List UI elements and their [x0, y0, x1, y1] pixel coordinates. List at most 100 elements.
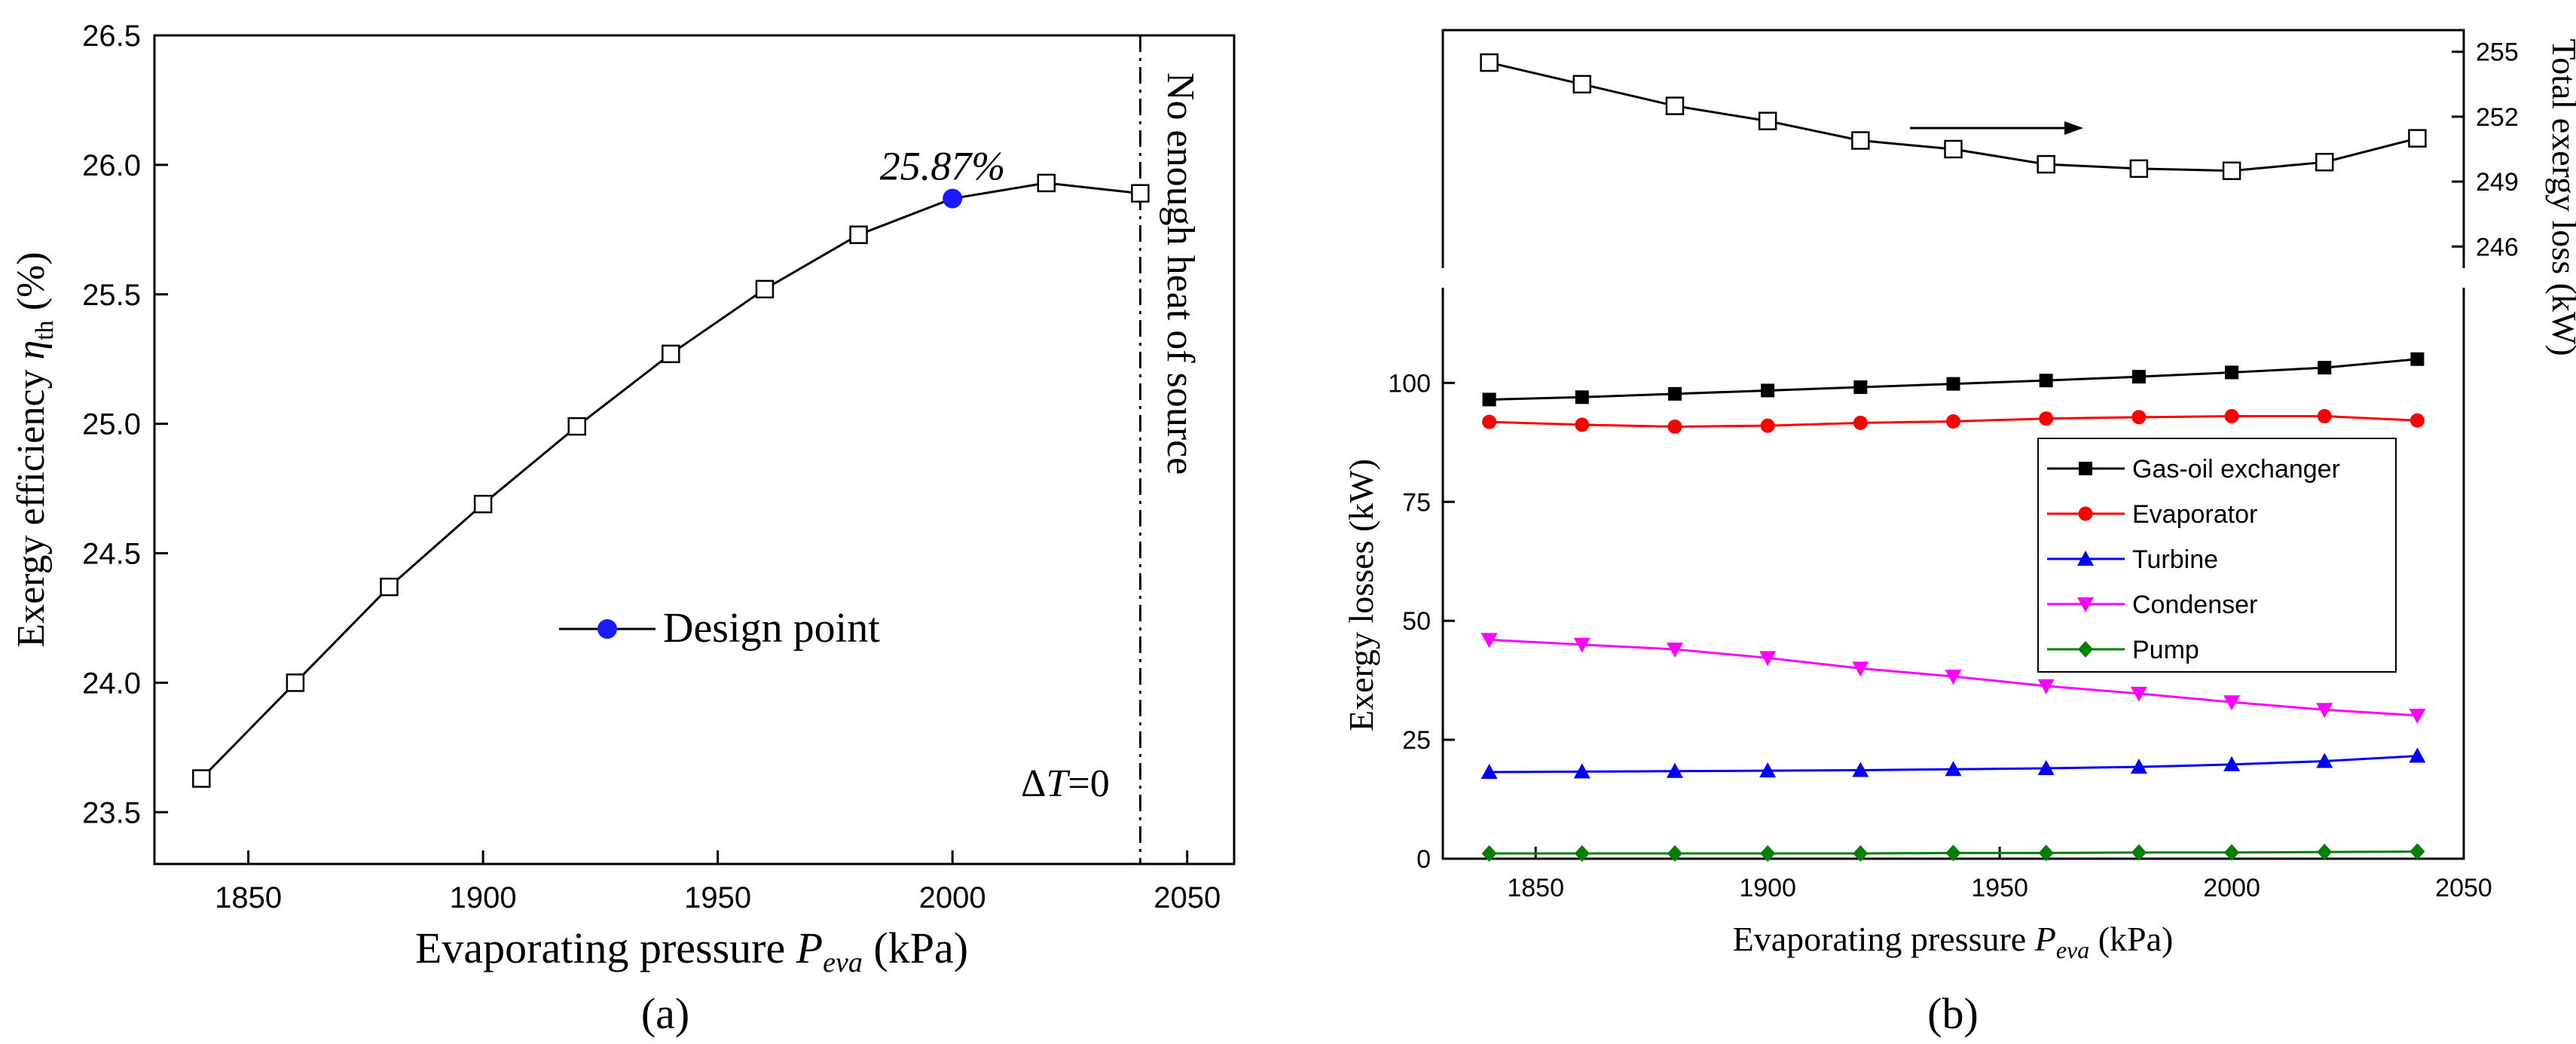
y-tick-label: 24.5 [82, 538, 141, 571]
legend-label: Gas-oil exchanger [2132, 455, 2340, 484]
series-marker [1946, 377, 1960, 391]
y-tick-label: 23.5 [82, 796, 141, 829]
series-marker [1573, 637, 1591, 653]
series-marker [2039, 374, 2053, 388]
series-marker [2317, 844, 2333, 861]
series-marker [2130, 686, 2147, 702]
y-tick-label: 0 [1416, 845, 1431, 874]
panel-a-legend: Design point [559, 605, 880, 652]
panel-a-y-ticks: 23.5 24.0 24.5 25.0 25.5 26.0 26.5 [82, 20, 168, 829]
total-marker [2129, 159, 2149, 179]
data-point-marker [473, 494, 493, 514]
series-marker [1481, 845, 1497, 862]
panel-a-plot-frame [153, 34, 1236, 865]
series-marker [2409, 708, 2426, 724]
x-label-unit: (kPa) [2089, 920, 2173, 958]
series-marker [2037, 759, 2055, 775]
no-enough-heat-annotation: No enough heat of source [1159, 72, 1202, 475]
series-marker [2131, 844, 2147, 861]
design-point-label: 25.87% [880, 144, 1005, 189]
panel-b-left-y-ticks: 0 25 50 75 100 [1388, 369, 1455, 874]
data-point-marker [192, 769, 211, 788]
series-marker [2316, 752, 2333, 768]
series-marker [2409, 747, 2426, 763]
x-tick-label: 2050 [2435, 874, 2492, 902]
series-marker [1666, 762, 1683, 778]
total-marker [1665, 96, 1685, 115]
series-marker [1666, 643, 1683, 658]
x-label-variable: P [796, 923, 823, 972]
legend-label: Condenser [2132, 591, 2257, 619]
y-label-unit: (%) [10, 252, 53, 320]
legend-label: Turbine [2132, 545, 2218, 574]
series-marker [1759, 651, 1777, 667]
x-tick-label: 2050 [1154, 881, 1221, 914]
exergy-efficiency-line [200, 182, 1141, 780]
panel-b-x-axis-label: Evaporating pressure Peva (kPa) [1733, 920, 2174, 963]
x-label-text: Evaporating pressure [415, 923, 796, 972]
right-axis-arrow [1910, 121, 2083, 135]
total-marker [1572, 75, 1592, 94]
total-exergy-loss-markers [1480, 53, 2427, 180]
series-marker [1852, 661, 1869, 677]
data-point-marker [567, 417, 586, 436]
x-tick-label: 1900 [450, 881, 517, 914]
total-marker [1758, 111, 1777, 130]
total-marker [1851, 131, 1870, 150]
data-point-marker [849, 225, 868, 244]
series-marker [2131, 410, 2147, 425]
series-marker [1667, 845, 1682, 862]
series-marker [1853, 380, 1868, 395]
x-label-variable: P [2034, 920, 2056, 958]
series-marker [2410, 352, 2425, 366]
series-marker [1760, 418, 1775, 433]
legend-marker [2079, 462, 2092, 475]
data-point-marker [380, 577, 399, 597]
legend-label: Pump [2132, 636, 2199, 664]
series-marker [1482, 392, 1496, 407]
x-label-subscript: eva [2056, 936, 2089, 963]
total-marker [2408, 129, 2427, 148]
panel-b-legend: Gas-oil exchanger Evaporator Turbine Conden… [2037, 438, 2397, 673]
panel-a-caption: (a) [641, 989, 689, 1038]
series-marker [2224, 844, 2240, 861]
series-marker [1853, 845, 1869, 862]
right-y-tick-label: 246 [2476, 233, 2519, 261]
total-marker [2037, 154, 2055, 174]
x-tick-label: 1850 [215, 881, 282, 914]
series-marker [1852, 762, 1869, 777]
delta-symbol: Δ [1021, 762, 1046, 805]
series-marker [1945, 761, 1962, 777]
x-label-unit: (kPa) [863, 923, 968, 972]
y-tick-label: 100 [1388, 369, 1431, 398]
exergy-efficiency-markers [192, 173, 1150, 788]
data-point-marker [1131, 184, 1150, 203]
series-marker [2409, 413, 2425, 428]
total-marker [1480, 53, 1499, 72]
series-marker [1482, 414, 1497, 429]
legend-design-point-marker [597, 619, 617, 639]
series-marker [2130, 759, 2147, 774]
series-marker [2037, 679, 2055, 694]
x-tick-label: 2000 [919, 881, 986, 914]
panel-b-series [1481, 352, 2426, 862]
panel-b-right-y-axis-label: Total exergy loss (kW) [2545, 38, 2576, 356]
legend-marker [2078, 641, 2093, 658]
panel-b-caption: (b) [1927, 989, 1979, 1038]
series-marker [1481, 633, 1498, 649]
data-point-marker [755, 279, 775, 299]
series-marker [1575, 417, 1590, 432]
series-marker [1574, 845, 1590, 862]
legend-marker [2077, 551, 2094, 566]
panel-b-x-ticks: 1850 1900 1950 2000 2050 [1507, 847, 2492, 902]
right-y-tick-label: 255 [2476, 38, 2519, 67]
data-point-marker [286, 673, 305, 692]
series-marker [2409, 843, 2425, 860]
x-tick-label: 1950 [684, 881, 751, 914]
data-point-marker [1037, 173, 1056, 193]
y-tick-label: 24.0 [82, 667, 141, 700]
panel-b-right-y-ticks: 246 249 252 255 [2452, 38, 2519, 261]
series-marker [2223, 695, 2241, 711]
legend-box [2037, 438, 2397, 673]
panel-b: 1850 1900 1950 2000 2050 0 25 50 75 100 246 249 25… [1342, 29, 2576, 1038]
